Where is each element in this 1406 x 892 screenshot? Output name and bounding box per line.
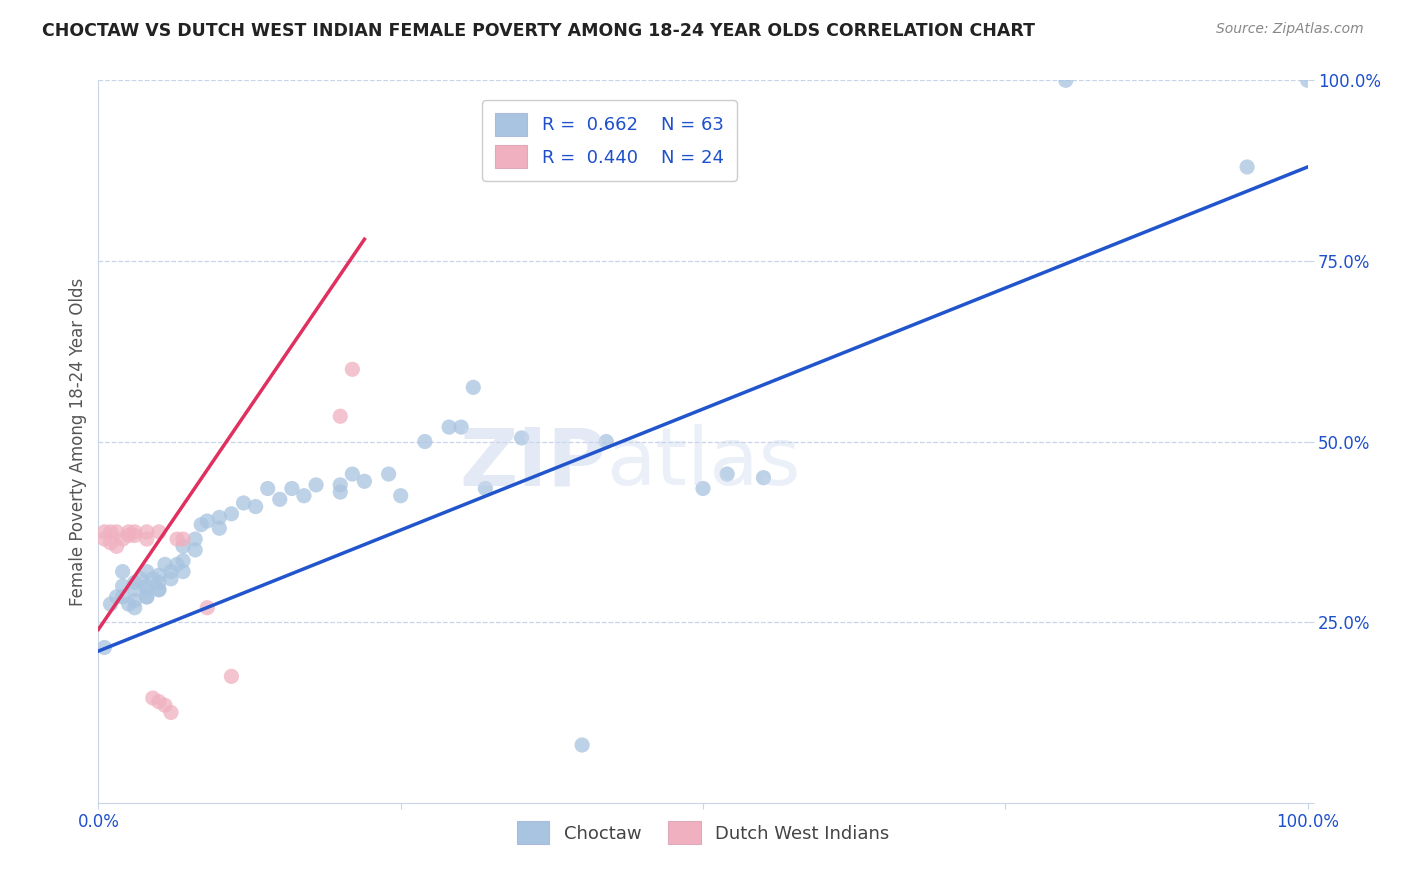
Point bbox=[153, 558, 176, 572]
Point bbox=[281, 482, 304, 496]
Point bbox=[124, 593, 146, 607]
Point bbox=[256, 482, 278, 496]
Point bbox=[474, 482, 496, 496]
Point bbox=[105, 590, 128, 604]
Point bbox=[1296, 73, 1319, 87]
Point bbox=[118, 524, 141, 539]
Point bbox=[135, 565, 157, 579]
Point bbox=[166, 558, 188, 572]
Point bbox=[160, 572, 183, 586]
Text: CHOCTAW VS DUTCH WEST INDIAN FEMALE POVERTY AMONG 18-24 YEAR OLDS CORRELATION CH: CHOCTAW VS DUTCH WEST INDIAN FEMALE POVE… bbox=[42, 22, 1035, 40]
Point bbox=[160, 565, 183, 579]
Point bbox=[105, 539, 128, 553]
Point bbox=[148, 524, 170, 539]
Point bbox=[221, 669, 243, 683]
Point bbox=[571, 738, 593, 752]
Point bbox=[329, 478, 352, 492]
Point bbox=[752, 470, 775, 484]
Point bbox=[172, 539, 194, 553]
Point bbox=[118, 597, 141, 611]
Point bbox=[413, 434, 436, 449]
Point bbox=[111, 579, 134, 593]
Point bbox=[124, 524, 146, 539]
Point bbox=[692, 482, 714, 496]
Point bbox=[166, 532, 188, 546]
Y-axis label: Female Poverty Among 18-24 Year Olds: Female Poverty Among 18-24 Year Olds bbox=[69, 277, 87, 606]
Point bbox=[148, 582, 170, 597]
Point bbox=[135, 590, 157, 604]
Point bbox=[342, 362, 364, 376]
Point bbox=[195, 600, 218, 615]
Point bbox=[148, 695, 170, 709]
Point bbox=[232, 496, 254, 510]
Point bbox=[160, 706, 183, 720]
Point bbox=[93, 640, 115, 655]
Point bbox=[190, 517, 212, 532]
Point bbox=[172, 565, 194, 579]
Point bbox=[135, 590, 157, 604]
Point bbox=[716, 467, 738, 481]
Point bbox=[172, 554, 194, 568]
Point bbox=[135, 579, 157, 593]
Point bbox=[195, 514, 218, 528]
Point bbox=[124, 575, 146, 590]
Point bbox=[111, 565, 134, 579]
Point bbox=[245, 500, 267, 514]
Point bbox=[1236, 160, 1258, 174]
Text: atlas: atlas bbox=[606, 425, 800, 502]
Point bbox=[329, 409, 352, 424]
Point bbox=[135, 582, 157, 597]
Point bbox=[329, 485, 352, 500]
Point bbox=[437, 420, 460, 434]
Point bbox=[100, 535, 122, 549]
Point bbox=[353, 475, 375, 489]
Point bbox=[510, 431, 533, 445]
Point bbox=[1054, 73, 1077, 87]
Legend: Choctaw, Dutch West Indians: Choctaw, Dutch West Indians bbox=[506, 810, 900, 855]
Point bbox=[129, 572, 152, 586]
Point bbox=[172, 532, 194, 546]
Point bbox=[124, 528, 146, 542]
Point bbox=[389, 489, 412, 503]
Point bbox=[100, 597, 122, 611]
Point bbox=[135, 532, 157, 546]
Point bbox=[153, 698, 176, 713]
Point bbox=[93, 532, 115, 546]
Point bbox=[148, 568, 170, 582]
Point bbox=[208, 521, 231, 535]
Point bbox=[124, 582, 146, 597]
Point bbox=[142, 572, 165, 586]
Point bbox=[305, 478, 328, 492]
Point bbox=[450, 420, 472, 434]
Point bbox=[124, 600, 146, 615]
Point bbox=[93, 524, 115, 539]
Point bbox=[148, 575, 170, 590]
Point bbox=[342, 467, 364, 481]
Point bbox=[148, 582, 170, 597]
Point bbox=[269, 492, 291, 507]
Point bbox=[135, 524, 157, 539]
Text: Source: ZipAtlas.com: Source: ZipAtlas.com bbox=[1216, 22, 1364, 37]
Point bbox=[377, 467, 399, 481]
Point bbox=[595, 434, 617, 449]
Point bbox=[184, 542, 207, 557]
Point bbox=[118, 528, 141, 542]
Point bbox=[105, 524, 128, 539]
Point bbox=[463, 380, 485, 394]
Point bbox=[111, 590, 134, 604]
Point bbox=[184, 532, 207, 546]
Point bbox=[208, 510, 231, 524]
Point bbox=[111, 532, 134, 546]
Point bbox=[100, 524, 122, 539]
Point bbox=[292, 489, 315, 503]
Point bbox=[142, 691, 165, 706]
Text: ZIP: ZIP bbox=[458, 425, 606, 502]
Point bbox=[221, 507, 243, 521]
